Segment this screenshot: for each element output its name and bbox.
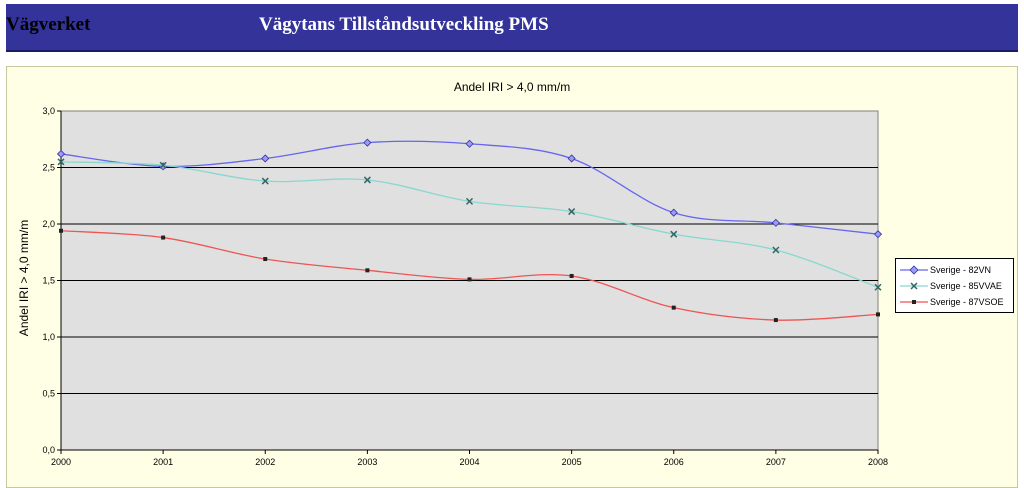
legend-marker-87vsoe: [900, 300, 928, 304]
y-tick-label: 1,5: [42, 276, 55, 286]
x-tick-label: 2001: [153, 457, 173, 467]
data-point: [467, 277, 472, 282]
app-header: Vägverket Vägytans Tillståndsutveckling …: [6, 4, 1018, 52]
legend-label: Sverige - 87VSOE: [930, 297, 1004, 307]
legend-marker-85vvae: [900, 282, 928, 290]
x-tick-label: 2003: [357, 457, 377, 467]
data-point: [465, 139, 474, 148]
data-point: [365, 268, 370, 273]
y-tick-label: 2,0: [42, 219, 55, 229]
x-tick-label: 2006: [664, 457, 684, 467]
data-point: [670, 230, 678, 238]
data-point: [161, 235, 166, 240]
data-point: [773, 318, 778, 323]
brand-logo-text: Vägverket: [6, 14, 91, 35]
x-tick-label: 2005: [562, 457, 582, 467]
legend-label: Sverige - 85VVAE: [930, 281, 1002, 291]
y-axis-label: Andel IRI > 4,0 mm/m: [17, 220, 31, 336]
data-point: [671, 305, 676, 310]
x-tick-label: 2008: [868, 457, 888, 467]
legend-label: Sverige - 82VN: [930, 265, 992, 275]
y-tick-label: 0,5: [42, 389, 55, 399]
y-tick-label: 2,5: [42, 163, 55, 173]
legend-item: Sverige - 87VSOE: [900, 295, 1012, 309]
page-title: Vägytans Tillståndsutveckling PMS: [259, 14, 549, 35]
line-chart: Andel IRI > 4,0 mm/m Andel IRI > 4,0 mm/…: [17, 80, 888, 467]
x-tick-label: 2002: [255, 457, 275, 467]
legend-item: Sverige - 82VN: [900, 263, 1012, 277]
data-point: [669, 208, 678, 217]
chart-title: Andel IRI > 4,0 mm/m: [454, 80, 570, 94]
data-point: [363, 176, 371, 184]
data-point: [159, 161, 167, 169]
data-point: [771, 218, 780, 227]
x-tick-label: 2000: [51, 457, 71, 467]
y-tick-label: 0,0: [42, 445, 55, 455]
x-tick-label: 2004: [459, 457, 479, 467]
data-point: [874, 283, 882, 291]
data-point: [567, 154, 576, 163]
data-point: [261, 177, 269, 185]
data-point: [876, 312, 880, 317]
data-point: [57, 158, 65, 166]
data-point: [772, 246, 780, 254]
data-point: [56, 149, 66, 159]
data-point: [873, 230, 883, 239]
legend-item: Sverige - 85VVAE: [900, 279, 1012, 293]
x-tick-label: 2007: [766, 457, 786, 467]
data-point: [263, 257, 268, 262]
y-tick-label: 3,0: [42, 106, 55, 116]
y-tick-label: 1,0: [42, 332, 55, 342]
data-point: [465, 197, 474, 205]
data-point: [363, 138, 372, 147]
legend-marker-82vn: [900, 265, 928, 275]
chart-legend: Sverige - 82VN Sverige - 85VVAE Sverige …: [895, 258, 1014, 313]
data-point: [59, 228, 63, 233]
data-point: [569, 273, 574, 278]
data-point: [568, 208, 576, 216]
data-point: [261, 154, 270, 163]
